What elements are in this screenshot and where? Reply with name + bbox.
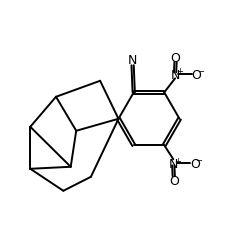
- Text: −: −: [197, 67, 204, 76]
- Text: +: +: [176, 67, 183, 76]
- Text: O: O: [169, 174, 179, 187]
- Text: −: −: [195, 156, 202, 165]
- Text: O: O: [190, 157, 200, 170]
- Text: O: O: [171, 52, 181, 65]
- Text: N: N: [128, 54, 137, 67]
- Text: O: O: [192, 68, 201, 81]
- Text: N: N: [169, 157, 178, 170]
- Text: N: N: [170, 68, 180, 81]
- Text: +: +: [174, 156, 181, 165]
